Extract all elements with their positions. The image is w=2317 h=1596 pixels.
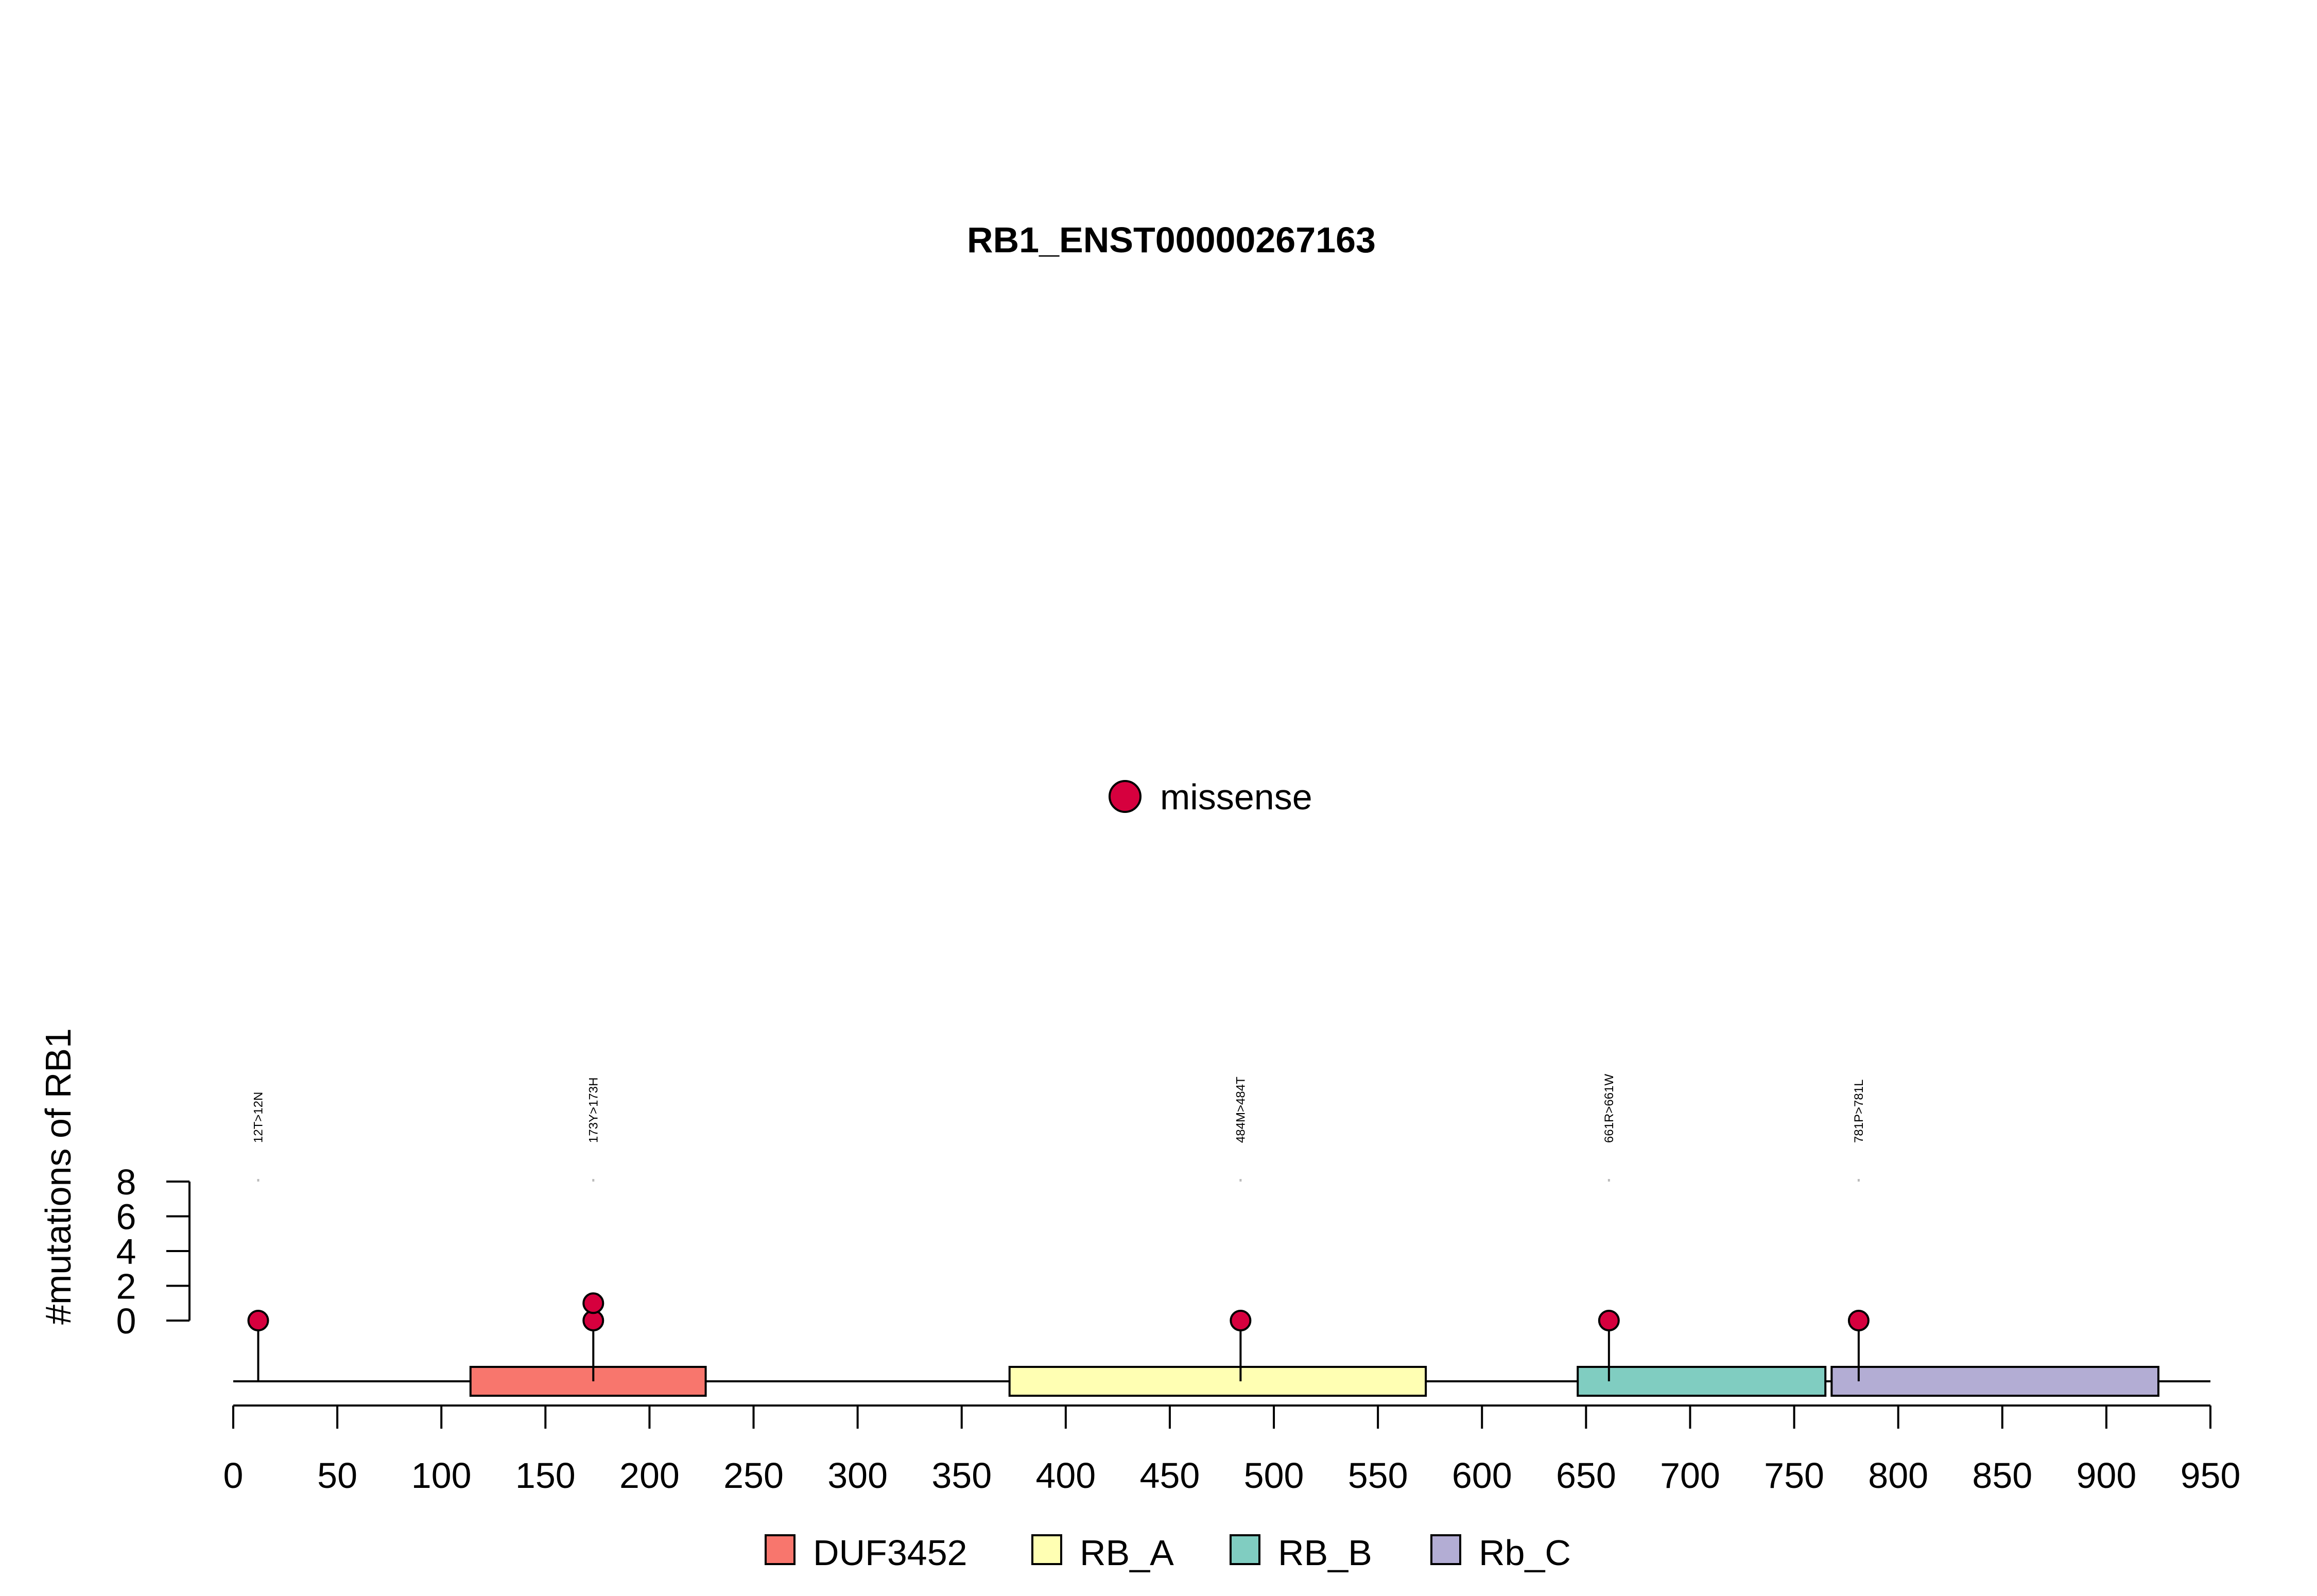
legend-swatch-rb-a	[1031, 1534, 1062, 1565]
mutation-point-484m-484t	[1230, 1310, 1252, 1331]
mutation-point-781p-781l	[1847, 1310, 1870, 1331]
x-tick-label-350: 350	[931, 1455, 992, 1496]
domain-rb-c	[1830, 1366, 2159, 1397]
y-axis-label: #mutations of RB1	[38, 1028, 78, 1325]
y-tick-label-8: 8	[116, 1162, 136, 1202]
chart-title: RB1_ENST00000267163	[967, 220, 1376, 260]
x-tick-label-950: 950	[2181, 1455, 2241, 1496]
y-tick-label-4: 4	[116, 1231, 136, 1272]
x-tick-label-900: 900	[2076, 1455, 2136, 1496]
mutation-point-661r-661w	[1598, 1310, 1620, 1331]
x-tick-label-0: 0	[223, 1455, 244, 1496]
x-tick-label-800: 800	[1868, 1455, 1928, 1496]
mutation-labels: 12T>12N 173Y>173H 484M>484T 661R>661W 781P>7…	[252, 1074, 1866, 1143]
mutation-label-781p-781l: 781P>781L	[1852, 1080, 1866, 1143]
x-tick-label-400: 400	[1035, 1455, 1096, 1496]
domain-rb-a	[1008, 1366, 1427, 1397]
legend-label-rb-b: RB_B	[1278, 1533, 1372, 1573]
y-tick-label-6: 6	[116, 1197, 136, 1237]
legend-swatch-rb-b	[1230, 1534, 1260, 1565]
mutation-label-484m-484t: 484M>484T	[1234, 1077, 1248, 1143]
legend-swatch-duf3452	[765, 1534, 796, 1565]
protein-domains	[257, 1366, 2159, 1397]
x-tick-label-50: 50	[317, 1455, 357, 1496]
x-tick-label-100: 100	[411, 1455, 472, 1496]
legend-label-missense: missense	[1160, 777, 1312, 817]
y-tick-label-0: 0	[116, 1301, 136, 1341]
domain-rb-b	[1577, 1366, 1827, 1397]
legend-label-duf3452: DUF3452	[813, 1533, 967, 1573]
legend-label-rb-c: Rb_C	[1479, 1533, 1571, 1573]
domain-duf3452	[469, 1366, 707, 1397]
x-tick-label-700: 700	[1660, 1455, 1720, 1496]
y-tick-label-2: 2	[116, 1267, 136, 1307]
x-tick-label-300: 300	[827, 1455, 888, 1496]
x-tick-label-650: 650	[1556, 1455, 1616, 1496]
x-tick-label-200: 200	[619, 1455, 680, 1496]
x-tick-label-500: 500	[1244, 1455, 1304, 1496]
legend-label-rb-a: RB_A	[1080, 1533, 1174, 1573]
x-tick-label-850: 850	[1972, 1455, 2032, 1496]
legend-marker-missense	[1109, 780, 1142, 813]
x-tick-label-250: 250	[723, 1455, 784, 1496]
domain-legend: DUF3452 RB_A RB_B Rb_C	[765, 1533, 1571, 1573]
mutation-label-173y-173h: 173Y>173H	[586, 1078, 600, 1143]
x-tick-label-750: 750	[1764, 1455, 1824, 1496]
mutation-point-173y-173h	[582, 1292, 604, 1314]
legend-swatch-rb-c	[1430, 1534, 1461, 1565]
x-axis: 0 50 100 150 200 250 300 350 400 450 500 550 600 650 7…	[223, 1404, 2241, 1496]
mutation-label-12t-12n: 12T>12N	[252, 1092, 266, 1143]
mutation-stems	[257, 1179, 1860, 1381]
x-tick-label-550: 550	[1348, 1455, 1408, 1496]
mutation-label-661r-661w: 661R>661W	[1602, 1074, 1616, 1143]
x-tick-label-450: 450	[1140, 1455, 1200, 1496]
mutation-type-legend: missense	[1109, 777, 1312, 817]
x-tick-label-150: 150	[515, 1455, 576, 1496]
mutation-point-12t-12n	[247, 1310, 269, 1331]
mutation-points	[247, 1292, 1870, 1331]
x-tick-label-600: 600	[1452, 1455, 1512, 1496]
